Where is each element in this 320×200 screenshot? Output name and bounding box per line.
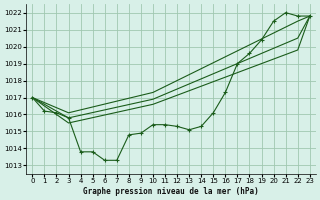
X-axis label: Graphe pression niveau de la mer (hPa): Graphe pression niveau de la mer (hPa): [83, 187, 259, 196]
